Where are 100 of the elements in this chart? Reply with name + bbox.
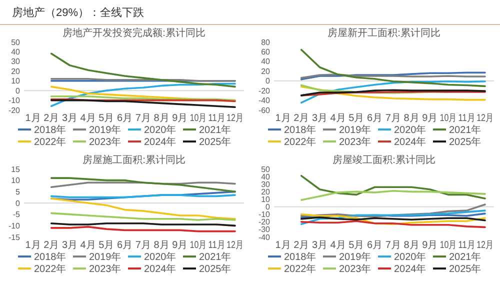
legend-label: 2022年 xyxy=(284,263,316,275)
y-tick-label: 80 xyxy=(261,38,271,47)
x-tick-label: 6月 xyxy=(367,240,383,251)
y-tick-label: -30 xyxy=(258,225,271,234)
legend-label: 2022年 xyxy=(34,136,66,148)
y-tick-label: 0 xyxy=(16,86,21,96)
y-tick-label: 5 xyxy=(16,187,21,196)
line-series xyxy=(300,210,486,226)
x-tick-label: 8月 xyxy=(404,240,420,251)
y-tick-label: -60 xyxy=(258,106,271,115)
y-tick-label: 30 xyxy=(261,180,271,189)
y-tick-label: -20 xyxy=(258,86,271,96)
x-tick-label: 7月 xyxy=(135,240,151,251)
x-tick-label: 12月 xyxy=(476,113,498,124)
legend-label: 2018年 xyxy=(284,251,316,263)
line-series xyxy=(50,198,236,220)
line-series xyxy=(300,204,486,218)
line-series xyxy=(300,213,486,226)
x-tick-label: 9月 xyxy=(422,240,438,251)
x-tick-label: 3月 xyxy=(62,113,78,124)
x-tick-label: 9月 xyxy=(422,113,438,124)
legend-label: 2024年 xyxy=(394,136,426,148)
legend-label: 2021年 xyxy=(449,124,482,136)
line-series xyxy=(300,220,486,228)
line-series xyxy=(300,190,486,201)
line-series xyxy=(50,99,236,108)
legend-label: 2019年 xyxy=(339,124,372,136)
x-tick-label: 9月 xyxy=(172,240,188,251)
legend-label: 2020年 xyxy=(144,251,176,263)
legend-label: 2018年 xyxy=(284,124,316,136)
y-tick-label: 0 xyxy=(266,76,271,86)
legend-label: 2024年 xyxy=(394,263,426,275)
y-tick-label: 50 xyxy=(11,38,21,47)
x-tick-label: 3月 xyxy=(312,240,328,251)
y-tick-label: 20 xyxy=(11,66,21,76)
legend-label: 2023年 xyxy=(339,136,372,148)
legend-label: 2020年 xyxy=(394,251,426,263)
y-tick-label: 20 xyxy=(261,187,271,196)
x-tick-label: 1月 xyxy=(275,240,291,251)
line-series xyxy=(300,80,486,104)
line-series xyxy=(50,177,236,193)
y-tick-label: 0 xyxy=(16,198,21,208)
line-series xyxy=(50,212,236,221)
x-tick-label: 1月 xyxy=(25,113,41,124)
chart-title: 房屋新开工面积:累计同比 xyxy=(328,27,440,39)
y-tick-label: -20 xyxy=(258,218,271,227)
x-tick-label: 7月 xyxy=(135,113,151,124)
y-tick-label: 0 xyxy=(266,202,271,212)
x-tick-label: 3月 xyxy=(62,240,78,251)
legend-label: 2018年 xyxy=(34,124,66,136)
x-tick-label: 1月 xyxy=(275,113,291,124)
y-tick-label: -20 xyxy=(8,106,21,115)
x-tick-label: 8月 xyxy=(154,240,170,251)
x-tick-label: 2月 xyxy=(44,240,60,251)
x-tick-label: 6月 xyxy=(367,113,383,124)
legend-label: 2022年 xyxy=(284,136,316,148)
x-tick-label: 5月 xyxy=(348,240,364,251)
x-tick-label: 12月 xyxy=(476,240,498,251)
legend-label: 2020年 xyxy=(394,124,426,136)
x-tick-label: 4月 xyxy=(80,113,96,124)
legend-label: 2025年 xyxy=(199,263,232,275)
legend-label: 2022年 xyxy=(34,263,66,275)
x-tick-label: 5月 xyxy=(348,113,364,124)
legend-label: 2023年 xyxy=(89,136,122,148)
y-tick-label: -10 xyxy=(8,96,21,106)
chart-title: 房屋施工面积:累计同比 xyxy=(82,154,186,166)
x-tick-label: 1月 xyxy=(25,240,41,251)
x-tick-label: 5月 xyxy=(98,113,114,124)
x-tick-label: 4月 xyxy=(330,240,346,251)
x-tick-label: 3月 xyxy=(312,113,328,124)
legend-label: 2020年 xyxy=(144,124,176,136)
legend-label: 2025年 xyxy=(449,263,482,275)
y-tick-label: -10 xyxy=(8,221,21,230)
x-tick-label: 4月 xyxy=(80,240,96,251)
y-tick-label: 40 xyxy=(261,172,271,182)
y-tick-label: -5 xyxy=(12,210,21,220)
legend-label: 2025年 xyxy=(199,136,232,148)
x-tick-label: 2月 xyxy=(294,113,310,124)
line-series xyxy=(50,52,236,88)
y-tick-label: -15 xyxy=(8,232,21,242)
x-tick-label: 7月 xyxy=(385,113,401,124)
y-tick-label: 40 xyxy=(11,48,21,57)
x-tick-label: 6月 xyxy=(117,113,133,124)
legend-label: 2018年 xyxy=(34,251,66,263)
legend-label: 2019年 xyxy=(339,251,372,263)
y-tick-label: 10 xyxy=(11,76,21,86)
line-series xyxy=(300,86,486,101)
y-tick-label: 40 xyxy=(261,57,271,66)
legend-label: 2021年 xyxy=(449,251,482,263)
y-tick-label: -10 xyxy=(258,210,271,220)
legend-label: 2024年 xyxy=(144,136,176,148)
y-tick-label: 30 xyxy=(11,57,21,66)
x-tick-label: 6月 xyxy=(117,240,133,251)
y-tick-label: -40 xyxy=(258,232,271,242)
legend-label: 2023年 xyxy=(339,263,372,275)
x-tick-label: 2月 xyxy=(44,113,60,124)
legend-label: 2021年 xyxy=(199,124,232,136)
x-tick-label: 12月 xyxy=(226,113,248,124)
x-tick-label: 8月 xyxy=(154,113,170,124)
line-series xyxy=(300,72,486,80)
